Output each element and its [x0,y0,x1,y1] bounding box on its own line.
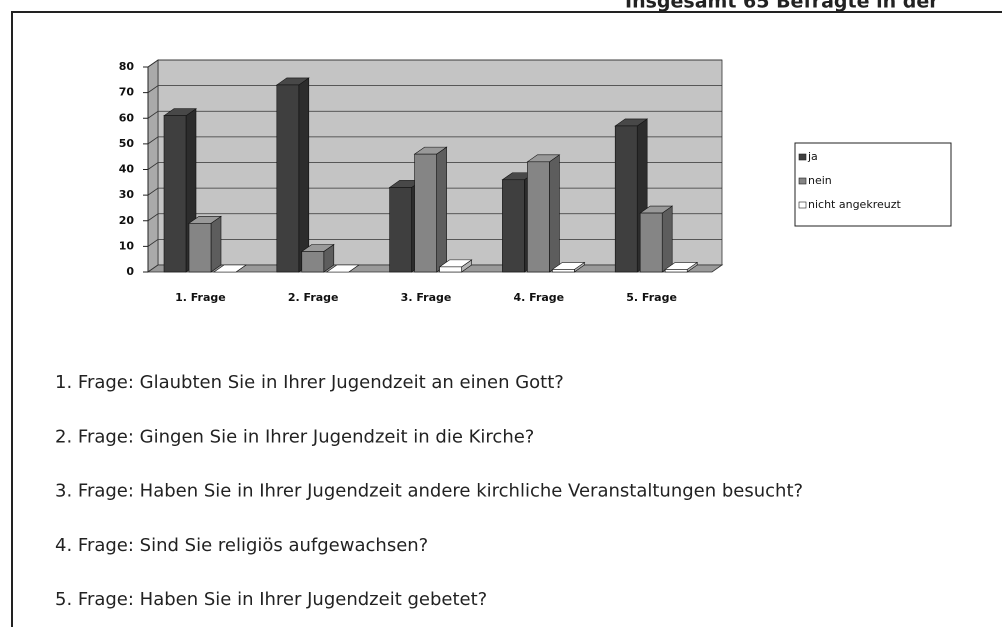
legend-box [794,142,952,227]
question: 1. Frage: Glaubten Sie in Ihrer Jugendze… [55,372,564,393]
x-tick-label: 2. Frage [288,291,339,304]
bar-front [276,84,300,273]
bar-front [527,161,550,273]
y-tick-label: 30 [119,188,135,201]
bar-front [389,187,412,273]
y-tick-label: 70 [119,86,135,99]
header: Insgesamt 65 Befragte in der [625,0,939,13]
bar [614,118,649,273]
bar-front [614,125,638,273]
bar-top [325,264,360,273]
x-tick-label: 1. Frage [175,291,226,304]
bar-front [439,266,462,273]
y-tick-label: 10 [119,239,135,252]
bar-side [210,215,222,273]
frame [11,11,1002,627]
bar-front [163,115,187,273]
bar-side [436,146,447,273]
bar [438,259,473,273]
legend-label: ja [807,150,818,163]
legend-label: nein [808,174,832,187]
y-tick-label: 40 [119,163,135,176]
grid-line [147,85,722,93]
question: 4. Frage: Sind Sie religiös aufgewachsen… [55,535,428,556]
bar [551,261,586,273]
y-tick-label: 80 [119,60,135,73]
bar [163,108,197,273]
legend-swatch [798,153,807,161]
question: 2. Frage: Gingen Sie in Ihrer Jugendzeit… [55,426,534,447]
bar [413,146,448,273]
bar-front [301,251,325,273]
x-tick-label: 3. Frage [401,291,452,304]
grid-line [147,59,722,68]
bar [526,154,561,273]
bar [213,264,247,273]
bar-side [661,205,673,273]
bar [300,243,335,273]
x-tick-label: 4. Frage [513,291,564,304]
bar [664,261,699,273]
y-tick-label: 50 [119,137,135,150]
bar [639,205,674,273]
y-tick-label: 0 [126,265,134,278]
bar-front [552,269,575,273]
y-tick-label: 20 [119,214,135,227]
legend-swatch [798,201,807,209]
legend-label: nicht angekreuzt [808,198,901,211]
bar-top [213,264,247,273]
x-tick-label: 5. Frage [626,291,677,304]
bar-front [639,212,663,273]
bar-front [188,223,212,273]
bar-front [664,269,688,273]
bar [325,264,360,273]
bar [275,77,310,273]
bar-front [502,179,525,273]
bar-front [414,153,437,273]
legend-swatch [798,177,807,185]
question: 5. Frage: Haben Sie in Ihrer Jugendzeit … [55,589,487,610]
bar-side [549,154,560,273]
question: 3. Frage: Haben Sie in Ihrer Jugendzeit … [55,481,803,502]
grid-line [147,136,722,145]
y-tick-label: 60 [119,111,135,124]
grid-line [147,110,722,119]
bar-side [298,77,310,273]
bar [188,215,222,273]
